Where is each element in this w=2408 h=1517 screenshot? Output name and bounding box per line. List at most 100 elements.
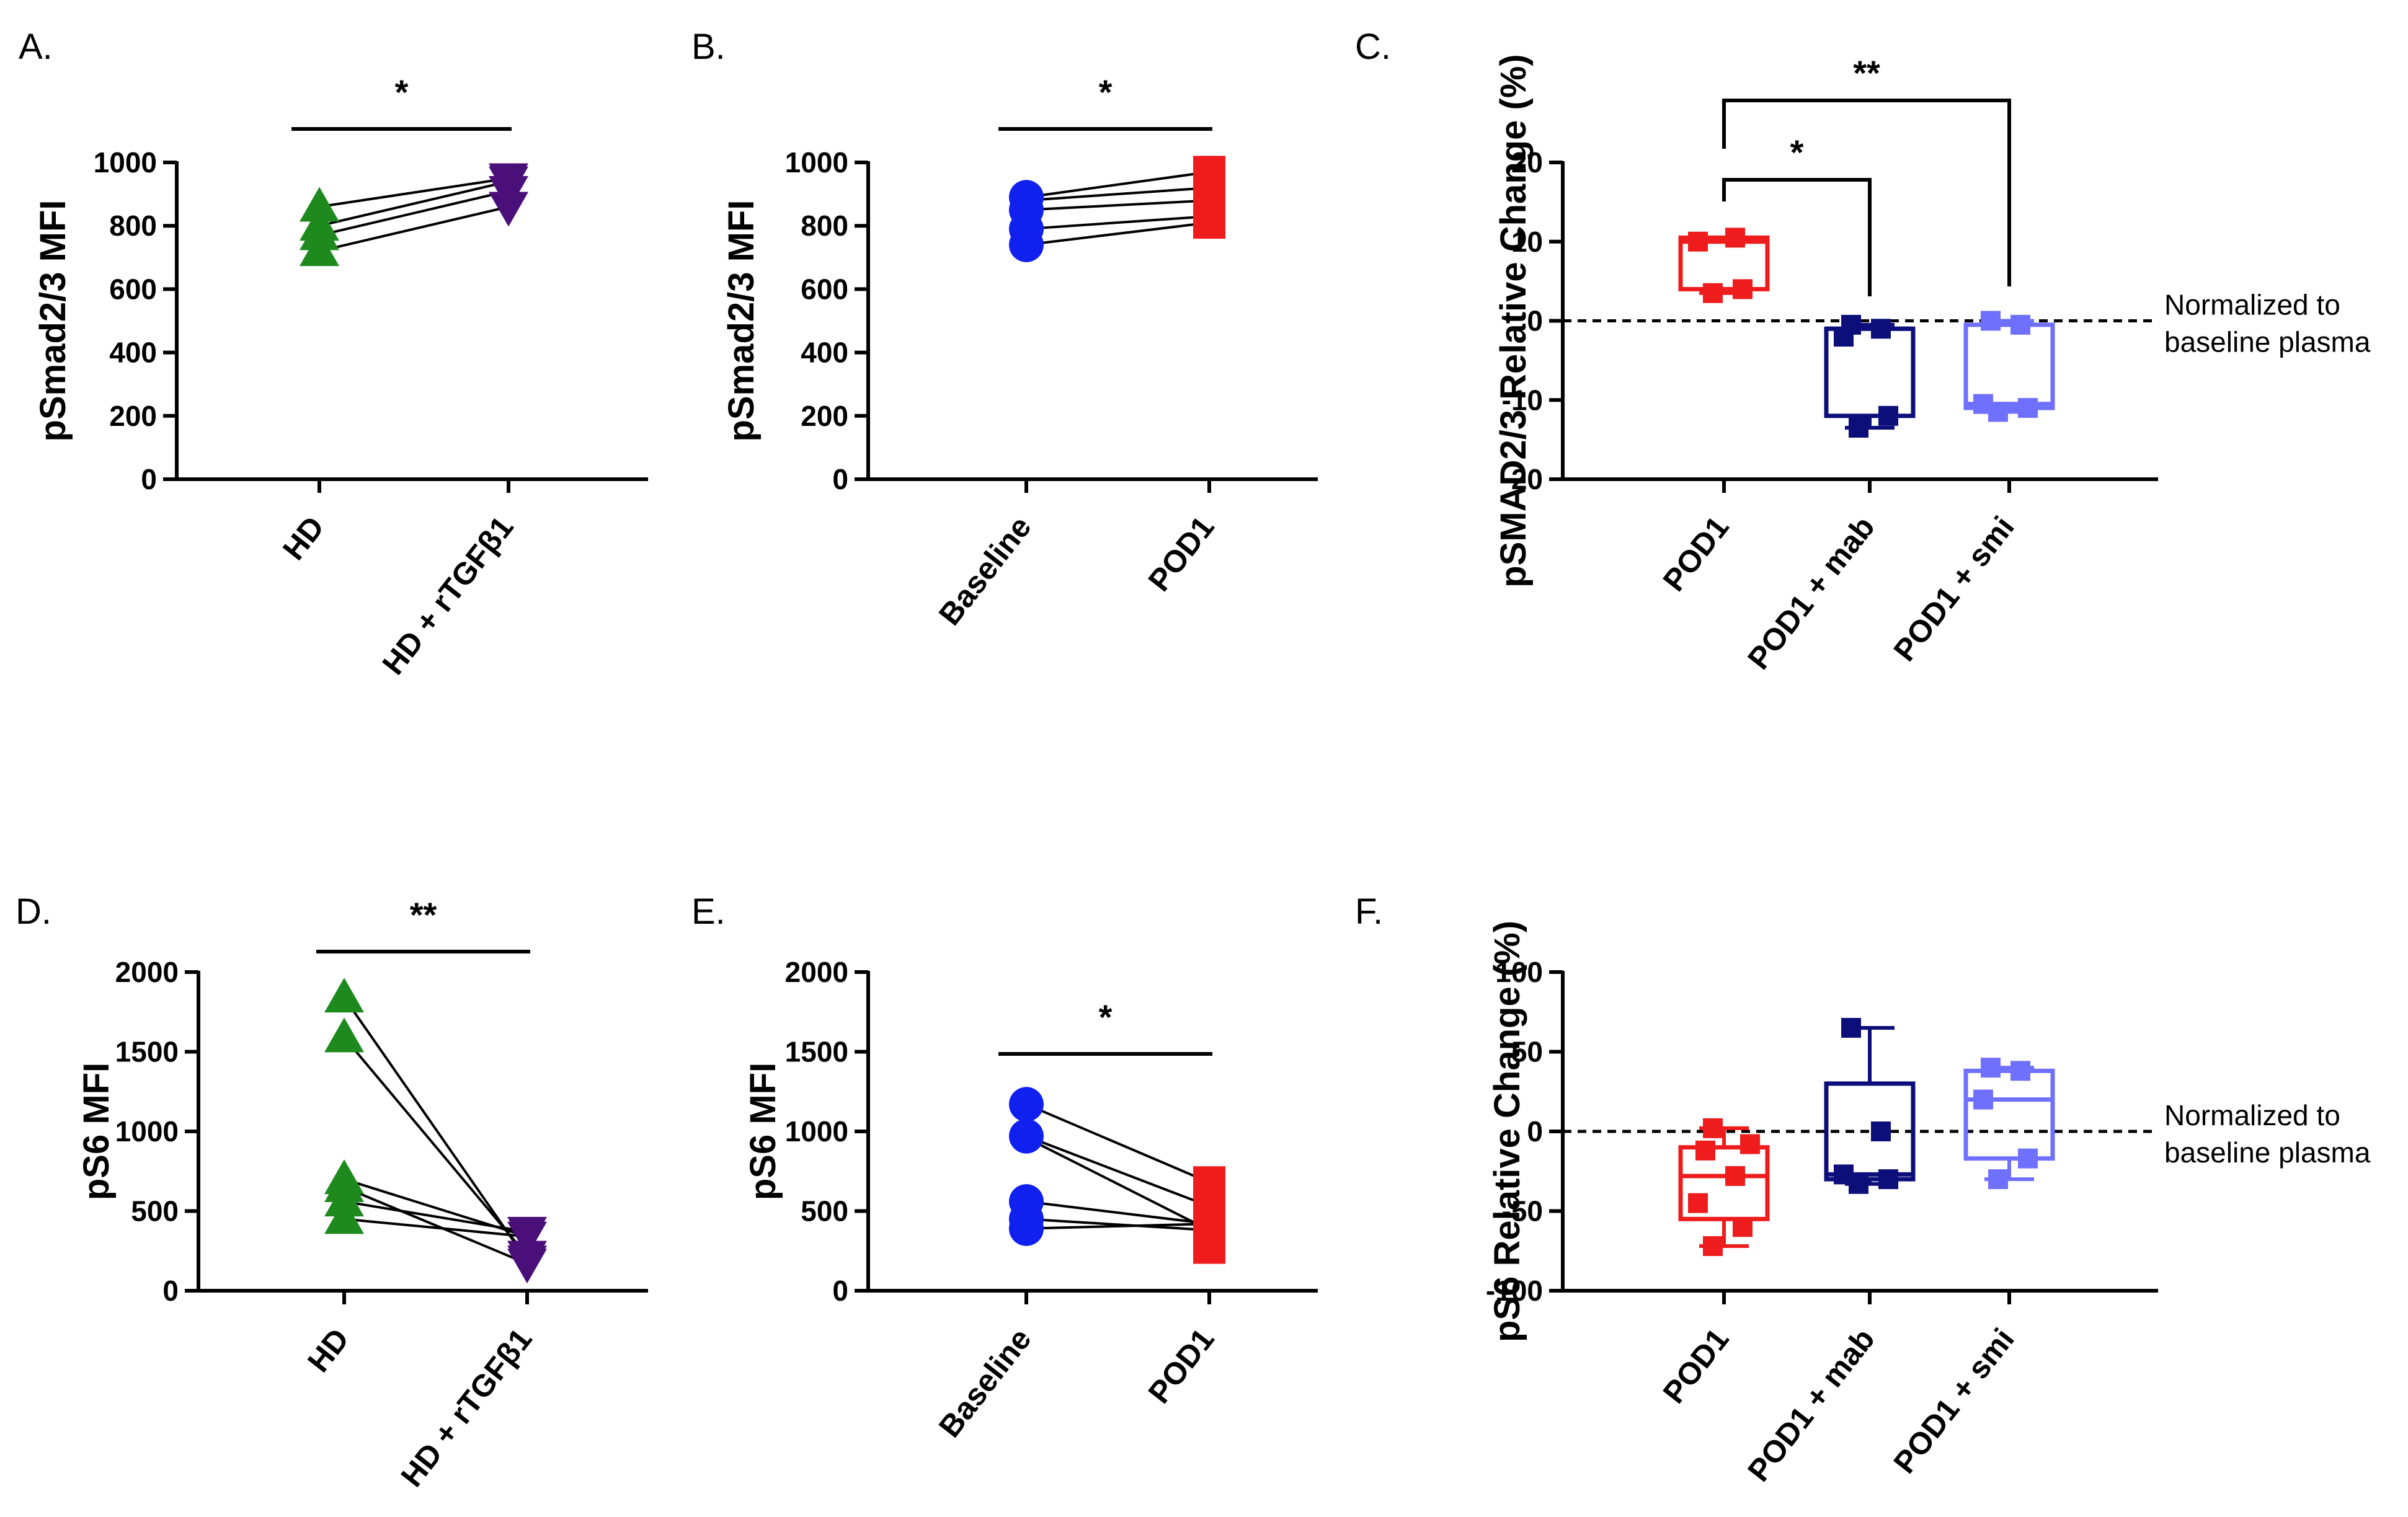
pair-line [343,1037,528,1257]
data-point [1733,279,1753,299]
significance-label: * [1099,997,1113,1037]
box-1 [1678,228,1770,303]
x-tick-label: Baseline [932,510,1038,632]
y-tick-label: 600 [801,273,848,305]
data-point [1973,394,1993,414]
y-tick-label: 1000 [115,1115,179,1148]
x-tick-label: HD [276,510,331,566]
note-line-2: baseline plasma [2164,1136,2371,1169]
panel-1: A. 0 200 400 600 800 1000 pSmad2/3 MFI HD HD + rT… [19,27,648,681]
box-iqr [1963,322,2055,410]
box-iqr [1824,1081,1916,1182]
pair-line [1026,1218,1210,1232]
y-tick-label: 1500 [785,1036,848,1068]
data-point [2010,1061,2030,1081]
y-tick-label: 1000 [785,146,848,179]
significance-label: * [1099,73,1113,112]
data-point [1725,1165,1745,1186]
data-point [1733,1217,1753,1237]
y-tick-label: 0 [1527,1115,1543,1148]
note-line-1: Normalized to [2164,289,2340,321]
y-tick-label: -50 [1502,1195,1543,1227]
y-tick-label: 50 [1511,1036,1543,1068]
x-tick-label: HD [301,1322,356,1378]
data-point [1878,1169,1898,1190]
data-point [1981,311,2001,331]
pair-line [1026,221,1210,246]
pair-line [1026,1136,1210,1232]
data-point [1703,283,1723,303]
pair-line [319,177,509,208]
y-axis-label: pSMAD2/3 Relative Change (%) [1493,54,1534,588]
box-3 [1963,311,2055,422]
x-tick-label: POD1 + mab [1741,510,1881,676]
pair-line [1026,186,1210,202]
y-tick-label: 200 [801,400,848,432]
data-point [2010,314,2030,335]
panel-label: B. [691,27,726,67]
y-tick-label: 400 [801,337,848,369]
data-point [1009,1118,1044,1154]
y-tick-label: 1000 [94,146,157,179]
data-point [1193,1166,1225,1199]
y-tick-label: -100 [1486,1275,1543,1307]
box-3 [1963,1058,2055,1190]
significance-label: ** [410,895,437,934]
data-point [1703,1118,1723,1138]
data-point [300,206,339,241]
y-tick-label: 800 [801,210,848,242]
pair-line [1026,215,1210,231]
y-tick-label: 500 [801,1195,848,1227]
data-point [1725,228,1745,248]
y-axis-label: pS6 MFI [76,1063,117,1200]
y-tick-label: 1500 [115,1036,179,1068]
data-point [324,978,364,1013]
data-point [2018,1148,2038,1169]
x-tick-label: POD1 [1142,510,1221,598]
data-point [1193,156,1225,188]
significance-label: * [395,73,409,112]
pair-line [319,180,509,228]
data-point [507,1241,547,1276]
panel-label: C. [1355,27,1391,67]
box-2 [1824,314,1916,438]
significance-label: ** [1853,53,1880,92]
pair-line [344,1186,528,1265]
data-point [507,1216,547,1252]
y-tick-label: 800 [109,210,157,242]
panel-4: D. 0 500 1000 1500 2000 pS6 MFI HD HD + rTGFβ1 ** [16,891,648,1493]
data-point [1009,180,1044,215]
panel-label: D. [16,891,51,932]
pair-line [319,190,509,237]
data-point [2018,398,2038,418]
y-tick-label: -20 [1502,463,1543,495]
significance-bracket [1722,178,1872,296]
data-point [1849,417,1868,438]
box-iqr [1678,235,1770,291]
x-tick-label: Baseline [932,1322,1038,1444]
x-tick-label: HD + rTGFβ1 [394,1322,539,1493]
y-tick-label: 0 [141,463,157,495]
data-point [1841,314,1861,335]
y-tick-label: 1000 [785,1115,848,1148]
pair-line [344,1218,528,1238]
data-point [324,1199,364,1234]
pair-line [319,205,509,253]
box-2 [1824,1017,1916,1194]
data-point [324,1017,364,1053]
y-tick-label: 2000 [115,956,179,988]
y-tick-label: 500 [131,1195,179,1227]
x-tick-label: POD1 [1656,510,1736,598]
x-tick-label: POD1 [1142,1322,1221,1410]
data-point [1834,1164,1854,1185]
x-tick-label: POD1 + smi [1887,1322,2021,1480]
pair-line [344,1200,528,1233]
y-tick-label: -10 [1502,384,1543,416]
data-point [1981,1058,2001,1078]
panel-2: B. 0 200 400 600 800 1000 pSmad2/3 MFI Baseline P… [691,27,1318,632]
y-tick-label: 200 [109,400,157,432]
data-point [1871,1121,1891,1141]
